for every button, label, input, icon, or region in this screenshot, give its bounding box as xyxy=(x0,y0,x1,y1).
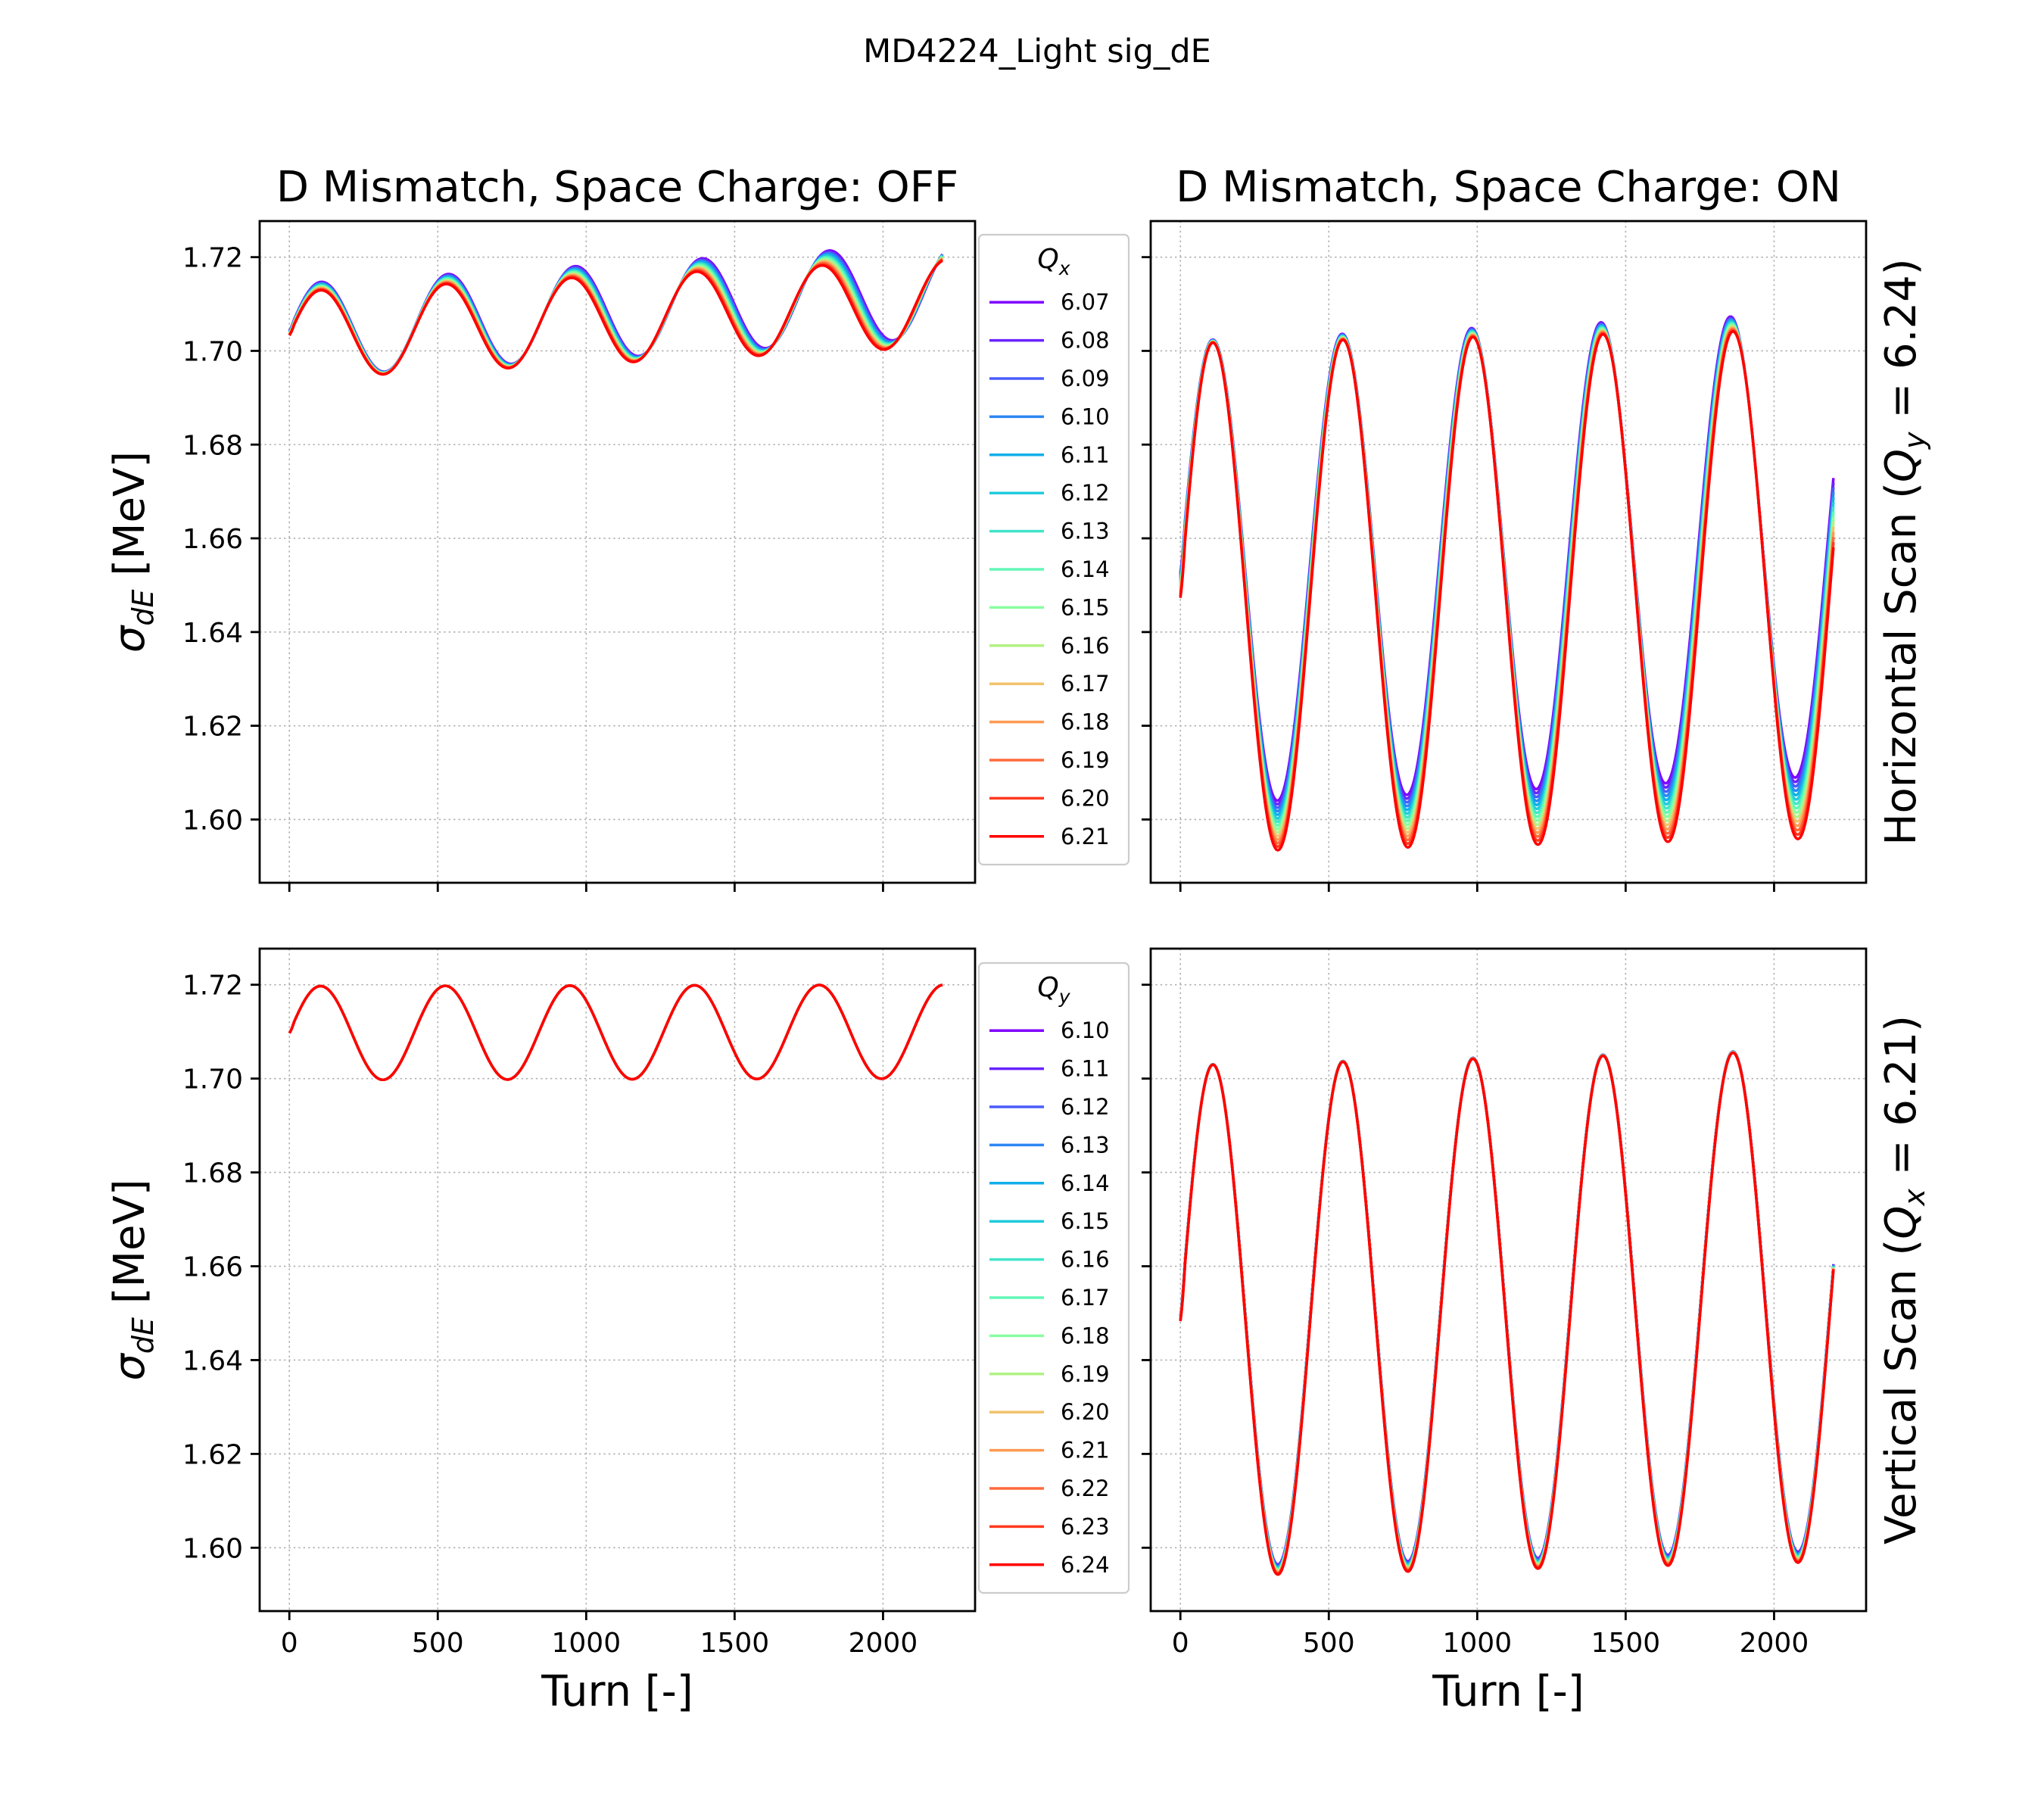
row-label: Horizontal Scan (Qy = 6.24) xyxy=(1877,258,1931,845)
legend-entry-label: 6.11 xyxy=(1061,442,1110,468)
x-tick-label: 1000 xyxy=(552,1628,622,1659)
legend-entry-label: 6.15 xyxy=(1061,1208,1110,1234)
legend-entry-label: 6.10 xyxy=(1061,1018,1110,1043)
panel-top-left: 1.60 1.62 1.64 1.66 1.68 1.70 1.72 D Mismatch, … xyxy=(105,163,1130,892)
legend-entry-label: 6.11 xyxy=(1061,1056,1110,1082)
y-tick-label: 1.66 xyxy=(182,1252,243,1283)
legend-entry-label: 6.08 xyxy=(1061,328,1110,354)
y-tick-label: 1.72 xyxy=(182,243,243,274)
y-tick-label: 1.66 xyxy=(182,524,243,555)
legend-entry-label: 6.14 xyxy=(1061,556,1110,582)
series-group xyxy=(288,249,944,376)
legend-box xyxy=(977,961,1130,1594)
legend-title: Qx xyxy=(1037,244,1070,279)
legend-entry-label: 6.19 xyxy=(1061,1361,1110,1387)
y-tick-label: 1.62 xyxy=(182,1439,243,1470)
subplot-title: D Mismatch, Space Charge: OFF xyxy=(276,163,958,212)
x-tick-label: 1500 xyxy=(1591,1628,1661,1659)
series-line-6.21 xyxy=(288,259,943,376)
legend-entry-label: 6.13 xyxy=(1061,1132,1110,1158)
y-tick-label: 1.70 xyxy=(182,1064,243,1095)
legend: Qy 6.10 6.11 6.12 6.13 6.14 6.15 6.16 6.17 6.18 6.… xyxy=(977,961,1130,1594)
legend-entry-label: 6.13 xyxy=(1061,519,1110,544)
axes-frame xyxy=(258,947,977,1613)
x-axis-label: Turn [-] xyxy=(541,1667,693,1716)
legend-entry-label: 6.21 xyxy=(1061,1438,1110,1463)
legend-entry-label: 6.14 xyxy=(1061,1170,1110,1196)
series-line-6.24 xyxy=(1179,1051,1835,1576)
axes-frame xyxy=(1149,220,1868,884)
legend-entry-label: 6.12 xyxy=(1061,1094,1110,1120)
legend-entry-label: 6.16 xyxy=(1061,633,1110,659)
panel-bottom-right: 0 500 1000 1500 2000 Turn [-] Vertical Scan (Q… xyxy=(1142,947,1931,1716)
legend-entry-label: 6.23 xyxy=(1061,1513,1110,1539)
x-tick-label: 0 xyxy=(1172,1628,1189,1659)
x-axis-label: Turn [-] xyxy=(1432,1667,1584,1716)
x-tick-label: 500 xyxy=(1303,1628,1355,1659)
y-tick-label: 1.60 xyxy=(182,1533,243,1564)
legend-entry-label: 6.12 xyxy=(1061,480,1110,506)
x-tick-label: 2000 xyxy=(1740,1628,1809,1659)
y-tick-label: 1.70 xyxy=(182,336,243,367)
y-tick-label: 1.68 xyxy=(182,1158,243,1189)
legend-entry-label: 6.21 xyxy=(1061,824,1110,849)
series-group xyxy=(288,983,943,1081)
x-tick-label: 0 xyxy=(281,1628,298,1659)
x-tick-label: 500 xyxy=(412,1628,464,1659)
y-tick-label: 1.64 xyxy=(182,618,243,649)
legend-entry-label: 6.24 xyxy=(1061,1552,1110,1578)
y-tick-label: 1.62 xyxy=(182,712,243,743)
legend-entry-label: 6.20 xyxy=(1061,785,1110,811)
legend-entry-label: 6.18 xyxy=(1061,1323,1110,1348)
legend-entry-label: 6.19 xyxy=(1061,747,1110,773)
legend-title: Qy xyxy=(1037,972,1070,1008)
row-label: Vertical Scan (Qx = 6.21) xyxy=(1877,1015,1931,1544)
legend: Qx 6.07 6.08 6.09 6.10 6.11 6.12 6.13 6.14 6.15 6.… xyxy=(977,233,1130,866)
y-tick-label: 1.64 xyxy=(182,1345,243,1376)
legend-entry-label: 6.09 xyxy=(1061,366,1110,391)
y-axis-label: σdE [MeV] xyxy=(105,451,160,653)
legend-entry-label: 6.17 xyxy=(1061,1285,1110,1311)
x-tick-label: 1500 xyxy=(700,1628,770,1659)
series-group xyxy=(1179,315,1835,852)
y-tick-label: 1.68 xyxy=(182,430,243,461)
legend-entry-label: 6.18 xyxy=(1061,709,1110,735)
series-group xyxy=(1179,1050,1835,1576)
legend-entry-label: 6.10 xyxy=(1061,404,1110,429)
axes-frame xyxy=(258,220,977,884)
y-axis-label: σdE [MeV] xyxy=(105,1179,160,1380)
legend-entry-label: 6.20 xyxy=(1061,1399,1110,1425)
x-tick-label: 2000 xyxy=(849,1628,918,1659)
legend-entry-label: 6.16 xyxy=(1061,1247,1110,1273)
axes-frame xyxy=(1149,947,1868,1613)
panel-top-right: D Mismatch, Space Charge: ON Horizontal S… xyxy=(1142,163,1931,892)
figure-suptitle: MD4224_Light sig_dE xyxy=(863,33,1211,70)
legend-entry-label: 6.17 xyxy=(1061,671,1110,697)
legend-entry-label: 6.15 xyxy=(1061,594,1110,620)
y-tick-label: 1.72 xyxy=(182,971,243,1002)
y-tick-label: 1.60 xyxy=(182,805,243,836)
panels: 1.60 1.62 1.64 1.66 1.68 1.70 1.72 D Mismatch, … xyxy=(105,163,1931,1716)
x-tick-label: 1000 xyxy=(1443,1628,1513,1659)
legend-entry-label: 6.07 xyxy=(1061,289,1110,315)
subplot-title: D Mismatch, Space Charge: ON xyxy=(1176,163,1841,212)
series-line-6.21 xyxy=(1179,330,1835,852)
series-line-6.24 xyxy=(288,983,943,1081)
legend-box xyxy=(977,233,1130,866)
panel-bottom-left: 0 500 1000 1500 2000 1.60 1.62 1.64 1.66 1.68 1.70… xyxy=(105,947,1130,1716)
legend-entry-label: 6.22 xyxy=(1061,1476,1110,1501)
